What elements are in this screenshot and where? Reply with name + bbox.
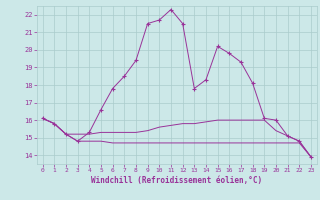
X-axis label: Windchill (Refroidissement éolien,°C): Windchill (Refroidissement éolien,°C) [91,176,262,185]
